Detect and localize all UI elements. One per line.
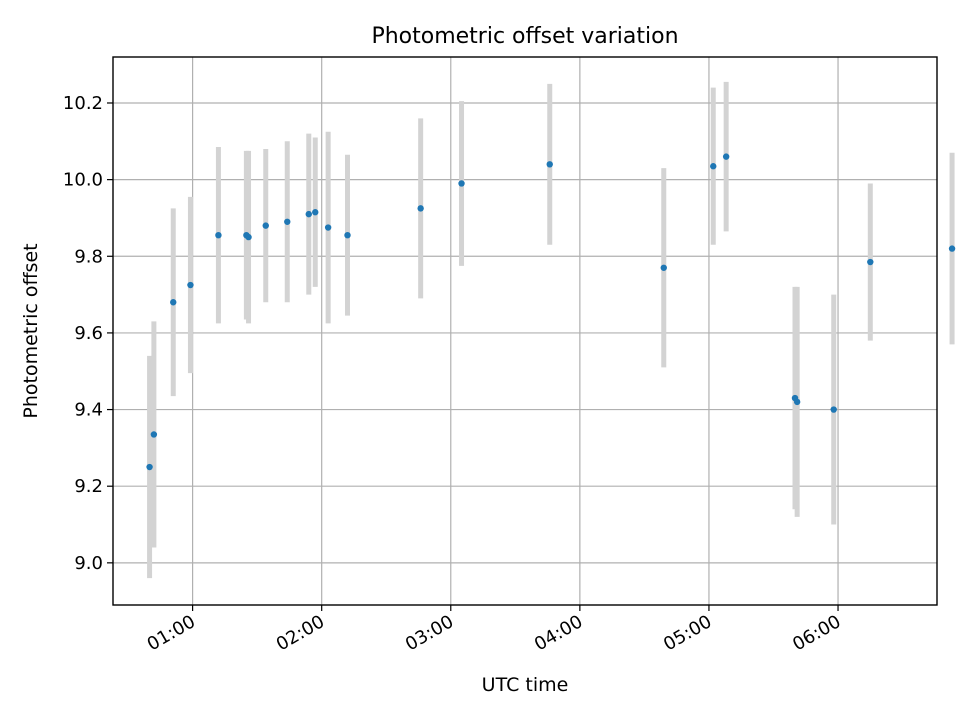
plot-frame [112, 56, 938, 606]
y-axis-ticks: 9.0 9.2 9.4 9.6 9.8 10.0 10.2 [63, 93, 113, 574]
data-point [458, 180, 465, 187]
data-point [793, 398, 801, 406]
y-tick-label: 9.6 [74, 323, 103, 344]
data-point [215, 231, 222, 239]
y-tick-label: 10.0 [63, 170, 103, 191]
data-point [546, 161, 553, 168]
y-tick-label: 10.2 [63, 93, 103, 114]
y-tick-label: 9.8 [74, 246, 103, 267]
data-point [262, 222, 269, 229]
data-point [830, 406, 837, 413]
chart-title: Photometric offset variation [371, 24, 678, 49]
data-point [170, 299, 177, 306]
y-tick-label: 9.4 [74, 400, 103, 421]
data-point [948, 245, 956, 252]
data-point [660, 264, 667, 271]
y-tick-label: 9.0 [74, 553, 103, 574]
data-point [722, 153, 730, 160]
data-point [146, 463, 153, 471]
data-point [245, 233, 252, 241]
data-point [417, 205, 424, 212]
y-axis-label: Photometric offset [20, 243, 42, 418]
x-axis-label: UTC time [482, 674, 569, 696]
data-point [324, 224, 332, 231]
data-point [305, 210, 312, 218]
data-point [710, 163, 717, 170]
data-point [284, 218, 291, 225]
y-tick-label: 9.2 [74, 476, 103, 497]
data-point [867, 258, 874, 266]
data-points [146, 153, 956, 471]
data-point [187, 281, 194, 289]
data-point [344, 231, 351, 239]
data-point [312, 209, 319, 216]
data-point [150, 431, 158, 438]
